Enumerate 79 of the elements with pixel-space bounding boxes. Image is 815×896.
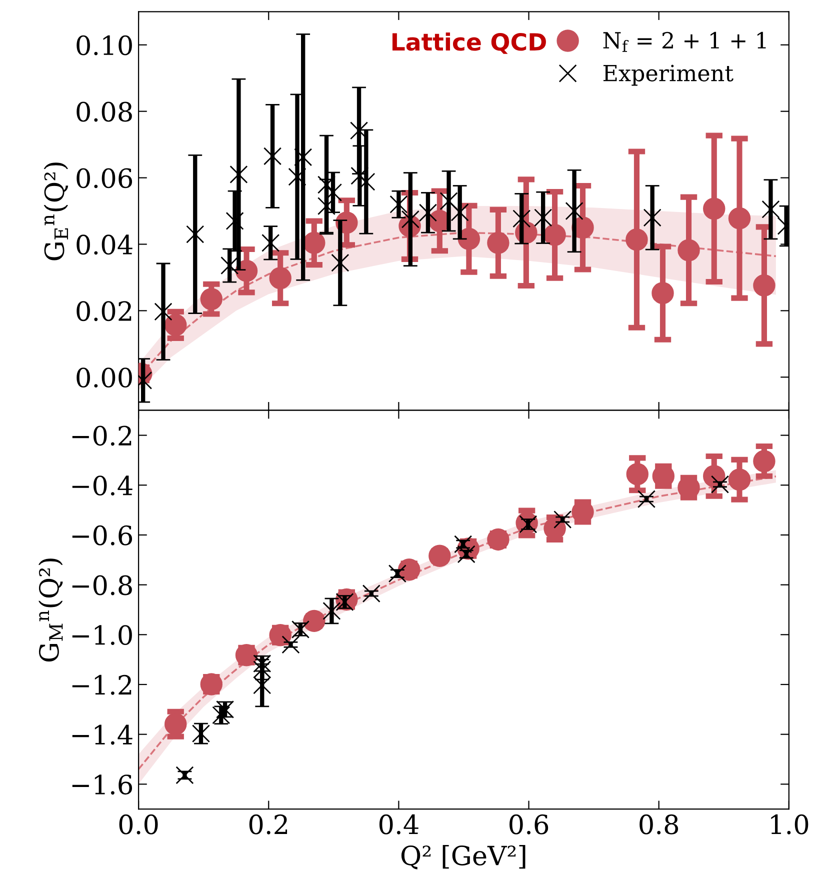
legend-label: N$_{f}$ = 2 + 1 + 1 [603,32,766,52]
point [728,468,751,491]
point [565,202,584,220]
y-axis-title: G$_{E}$$^{n}$(Q²) [44,162,68,260]
y-tick-label: 0.10 [76,35,132,56]
y-tick-label: −1.6 [72,774,132,795]
point [200,288,223,310]
y-tick-label: −0.2 [72,426,132,446]
point [512,210,531,228]
point [753,274,776,297]
point [154,302,172,321]
point [643,208,662,227]
point [388,564,406,583]
point [303,610,326,632]
point [282,636,300,654]
point [450,203,469,222]
point [652,282,674,304]
point [317,196,336,216]
point [554,510,572,529]
point [303,232,326,254]
point [762,200,780,218]
point [331,254,350,272]
point [357,172,376,191]
x-axis-title: Q² [GeV²] [401,845,526,870]
x-tick-label: 0.8 [640,814,678,834]
point [262,234,280,252]
y-tick-label: −0.4 [72,476,132,496]
y-tick-label: −0.8 [72,575,132,596]
point [458,228,480,250]
point [294,148,312,166]
x-tick-label: 0.6 [510,814,548,834]
point [264,147,282,166]
point [487,528,510,551]
point [728,207,751,230]
legend-label: Experiment [603,64,734,86]
point [324,183,342,202]
point [350,122,368,140]
point [428,544,451,568]
point [176,766,194,784]
x-tick-label: 0.4 [379,814,418,834]
x-tick-label: 1.0 [771,814,808,834]
y-tick-label: −1.4 [72,724,132,745]
point [440,192,458,210]
legend-title: Lattice QCD [392,32,546,54]
point [226,212,244,230]
point [186,225,204,244]
point [678,239,700,262]
y-tick-label: 0.08 [76,102,132,122]
point [350,166,369,185]
point [626,463,648,486]
point [398,558,420,581]
y-tick-label: −1.2 [72,674,132,695]
y-tick-label: 0.02 [76,301,132,322]
point [390,195,408,214]
point [322,602,341,620]
y-tick-label: 0.04 [76,234,132,255]
y-axis-title: G$_{M}$$^{n}$(Q²) [38,558,63,662]
point [626,228,648,251]
point [637,490,656,508]
point [753,450,776,472]
point [418,204,437,222]
point [230,165,248,184]
y-tick-label: 0.00 [76,368,132,388]
point [164,713,187,736]
y-tick-label: −0.6 [72,525,132,546]
y-tick-label: −1.0 [72,625,132,646]
point [288,168,306,186]
point [317,176,336,194]
y-tick-label: 0.06 [76,168,132,188]
point [487,232,510,254]
point [544,224,566,246]
point [703,198,726,220]
x-tick-label: 0.0 [119,814,158,834]
point [164,314,187,336]
point [269,267,292,290]
point [534,208,552,227]
point [362,584,380,603]
x-tick-label: 0.2 [249,814,288,834]
point [220,256,239,275]
